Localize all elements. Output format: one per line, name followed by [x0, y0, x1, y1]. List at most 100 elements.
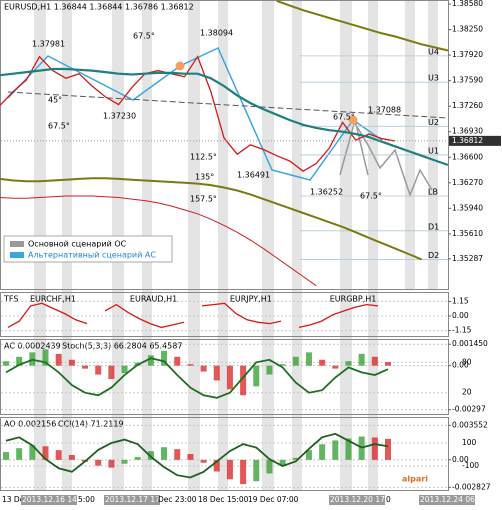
y-tick-label: 1.36600 [452, 152, 483, 161]
histogram-bar [187, 364, 194, 366]
price-line [0, 195, 317, 287]
histogram-bar [213, 459, 220, 472]
tfs-line [104, 303, 185, 329]
panel-frames [0, 0, 449, 491]
histogram-bar [161, 447, 168, 460]
annotation: 1.37088 [368, 106, 401, 115]
oscillator-line [5, 357, 389, 399]
price-line [0, 55, 396, 172]
histogram-bar [42, 446, 49, 460]
histogram-bar [279, 459, 286, 466]
y-tick-label: 1.38580 [452, 0, 483, 8]
histogram-bar [226, 365, 233, 390]
histogram-bar [187, 454, 194, 460]
tfs-line [298, 303, 379, 329]
histogram-bar [161, 350, 168, 366]
x-tick-label: 13 Dec [2, 495, 28, 504]
histogram-bar [95, 459, 102, 466]
annotation: 135° [195, 173, 214, 182]
histogram-bar [385, 362, 391, 366]
histogram-bar [82, 365, 89, 369]
annotation: 67.5° [133, 32, 155, 41]
y-tick-label: 1.15 [452, 296, 469, 305]
series-label: EURCHF,H1 [30, 295, 76, 304]
histogram-bar [134, 456, 141, 460]
histogram-bar [3, 452, 9, 460]
histogram-bar [266, 365, 273, 375]
y2-tick-label: -100 [462, 461, 479, 470]
histogram-bar [16, 356, 23, 366]
histogram-bar [29, 445, 36, 460]
price-line [0, 67, 449, 167]
time-highlight [21, 495, 77, 505]
brand: alpari [402, 475, 428, 484]
histogram-bar [121, 365, 128, 374]
level-label: U1 [428, 146, 439, 155]
histogram-bar [226, 459, 233, 480]
histogram-bar [292, 457, 299, 460]
x-tick-label: 0 [386, 495, 391, 504]
histogram-bar [240, 365, 247, 396]
histogram-bar [319, 444, 326, 460]
time-highlight [329, 495, 385, 505]
y2-tick-label: 20 [462, 388, 472, 397]
histogram-bar [68, 454, 75, 460]
x-tick-label: 5:00 [78, 495, 95, 504]
histogram-bar [200, 365, 207, 372]
histogram-bar [385, 438, 391, 460]
annotation: 1.37230 [103, 112, 136, 121]
y-tick-label: 1.36930 [452, 127, 483, 136]
histogram-bar [3, 361, 9, 366]
series-label: EURAUD,H1 [130, 295, 177, 304]
series-label: EURGBP,H1 [330, 295, 377, 304]
trend-line [7, 91, 449, 119]
y-tick-label: 1.38250 [452, 25, 483, 34]
histogram-bar [95, 365, 102, 375]
histogram-bar [108, 459, 115, 468]
tfs-line [7, 302, 88, 328]
histogram-bar [345, 438, 352, 460]
histogram-bar [332, 440, 339, 460]
y-tick-label: 0.001450 [452, 339, 488, 348]
histogram-bar [371, 437, 378, 460]
y-tick-label: 1.36270 [452, 178, 483, 187]
histogram-bar [42, 349, 49, 366]
histogram-bar [55, 353, 62, 366]
level-label: D2 [428, 251, 439, 260]
annotation: 67.5° [48, 122, 70, 131]
panel-title: AC 0.0002439 [4, 342, 61, 351]
annotation: 1.37981 [32, 40, 65, 49]
level-label: U3 [428, 74, 439, 83]
histogram-bar [174, 356, 181, 366]
y-tick-label: -1.15 [452, 326, 472, 335]
y-tick-label: 1.35940 [452, 203, 483, 212]
histogram-bar [213, 365, 220, 381]
histogram-bar [147, 355, 154, 366]
legend-entry: Основной сценарий ОС [28, 240, 127, 249]
y-tick-label: 1.37590 [452, 76, 483, 85]
histogram-bar [292, 356, 299, 366]
histogram-bar [121, 459, 128, 464]
x-tick-label: Dec 23:00 [158, 495, 197, 504]
y-tick-label: 0.00 [452, 455, 469, 464]
x-tick-label: 2013.12.17 17:00 [105, 495, 172, 504]
histogram-bar [240, 459, 247, 485]
annotation: 112.5° [190, 153, 217, 162]
y-tick-label: -0.002827 [452, 482, 491, 491]
current-price-box [449, 135, 501, 146]
y-tick-label: 1.35610 [452, 229, 483, 238]
legend-entry: Альтернативный сценарий АС [28, 251, 156, 260]
annotation: 67.5° [333, 113, 355, 122]
histogram-bar [332, 365, 339, 369]
tfs-line [201, 302, 282, 325]
histogram-bar [266, 459, 273, 474]
panel-subtitle: CCI(14) 71.2119 [58, 420, 124, 429]
x-tick-label: 2013.12.20 17:00 [330, 495, 397, 504]
level-label: D1 [428, 222, 439, 231]
legend: Основной сценарий ОС Альтернативный сцен… [3, 235, 173, 263]
time-highlight [104, 495, 160, 505]
histogram-bar [319, 359, 326, 366]
histogram-bar [253, 365, 260, 387]
histogram-bar [68, 359, 75, 366]
